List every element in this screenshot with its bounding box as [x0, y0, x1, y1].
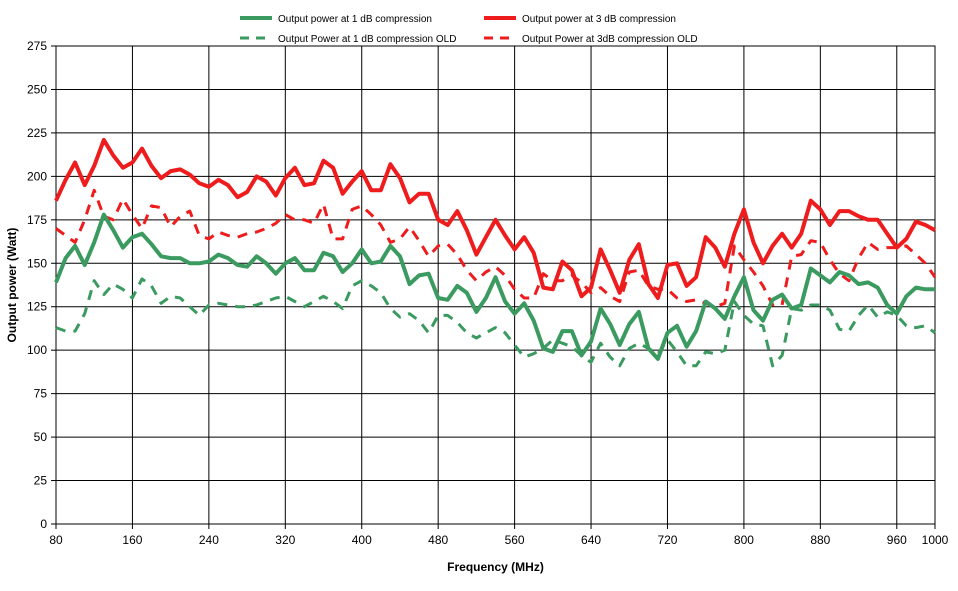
x-tick-label: 320: [275, 533, 295, 547]
x-tick-label: 720: [657, 533, 677, 547]
legend-item: Output Power at 3dB compression OLD: [484, 34, 698, 45]
x-tick-label: 640: [581, 533, 601, 547]
y-tick-label: 275: [27, 39, 47, 53]
x-tick-label: 400: [352, 533, 372, 547]
x-tick-label: 240: [199, 533, 219, 547]
legend: Output power at 1 dB compression Output p…: [240, 14, 698, 45]
y-tick-label: 200: [27, 169, 47, 183]
y-tick-label: 0: [40, 517, 47, 531]
y-tick-label: 175: [27, 213, 47, 227]
series-line-2: [54, 137, 936, 300]
y-tick-label: 25: [34, 474, 48, 488]
y-tick-label: 225: [27, 126, 47, 140]
x-axis-title: Frequency (MHz): [447, 560, 544, 574]
y-tick-label: 150: [27, 256, 47, 270]
plot-area: [55, 45, 936, 525]
y-axis-title: Output power (Watt): [5, 228, 19, 343]
y-tick-label: 250: [27, 82, 47, 96]
y-tick-label: 125: [27, 300, 47, 314]
y-tick-label: 100: [27, 343, 47, 357]
x-axis-ticks: 80 160 240 320 400 480 560 640 720 800 880 960 1000: [49, 524, 949, 547]
legend-label: Output power at 1 dB compression: [278, 14, 432, 25]
series-line-3: [55, 277, 936, 368]
legend-item: Output Power at 1 dB compression OLD: [240, 34, 456, 45]
series-group: [54, 137, 937, 368]
x-tick-label: 800: [734, 533, 754, 547]
x-tick-label: 480: [428, 533, 448, 547]
grid-lines: [56, 45, 935, 524]
y-tick-label: 75: [34, 387, 48, 401]
series-line-1: [54, 212, 935, 361]
x-tick-label: 160: [122, 533, 142, 547]
legend-label: Output Power at 1 dB compression OLD: [278, 34, 456, 45]
x-tick-label: 80: [49, 533, 63, 547]
y-tick-label: 50: [34, 430, 48, 444]
legend-item: Output power at 3 dB compression: [484, 14, 676, 25]
legend-item: Output power at 1 dB compression: [240, 14, 432, 25]
y-axis-ticks: 0 25 50 75 100 125 150 175 200 225 250 275: [27, 39, 56, 531]
legend-label: Output power at 3 dB compression: [522, 14, 676, 25]
x-tick-label: 880: [810, 533, 830, 547]
x-tick-label: 960: [887, 533, 907, 547]
legend-label: Output Power at 3dB compression OLD: [522, 34, 698, 45]
x-tick-label: 560: [505, 533, 525, 547]
x-tick-label: 1000: [922, 533, 949, 547]
